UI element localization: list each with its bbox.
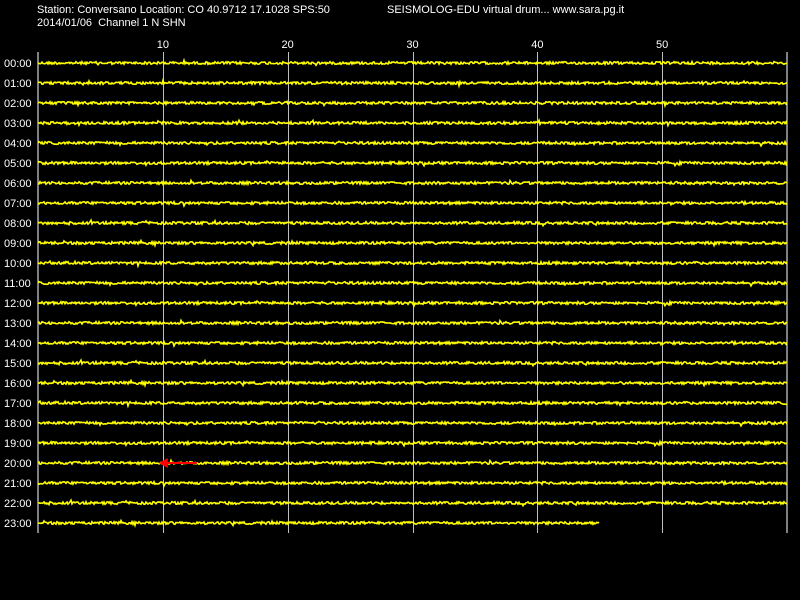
row-labels: 00:00 01:00 02:00 03:00 04:00 05:00 06:00 07:00… [4, 58, 32, 530]
row-label-1900: 19:00 [4, 438, 32, 450]
trace-2200 [37, 498, 788, 508]
row-label-1000: 10:00 [4, 258, 32, 270]
event-marker [158, 458, 197, 468]
row-label-1600: 16:00 [4, 378, 32, 390]
trace-1100 [37, 279, 788, 288]
trace-0700 [37, 199, 788, 208]
trace-0800 [37, 218, 788, 228]
row-label-1100: 11:00 [4, 278, 31, 290]
row-label-0100: 01:00 [4, 78, 32, 90]
trace-1900 [37, 439, 788, 448]
row-label-0800: 08:00 [4, 218, 32, 230]
x-tick-label-50: 50 [656, 39, 668, 51]
trace-0300 [37, 118, 788, 128]
row-label-1300: 13:00 [4, 318, 32, 330]
row-label-0500: 05:00 [4, 158, 32, 170]
row-label-0600: 06:00 [4, 178, 32, 190]
drum-title: SEISMOLOG-EDU virtual drum... www.sara.p… [387, 4, 625, 16]
trace-1500 [37, 358, 788, 368]
trace-1200 [37, 299, 788, 308]
trace-0600 [37, 178, 788, 187]
trace-1700 [37, 399, 788, 409]
trace-1000 [37, 259, 788, 269]
row-label-2100: 21:00 [4, 478, 32, 490]
row-label-1800: 18:00 [4, 418, 32, 430]
trace-0900 [37, 238, 788, 249]
row-label-0000: 00:00 [4, 58, 32, 70]
trace-1300 [37, 318, 788, 327]
trace-1400 [37, 339, 788, 348]
row-label-0900: 09:00 [4, 238, 32, 250]
row-label-1200: 12:00 [4, 298, 32, 310]
station-info: Station: Conversano Location: CO 40.9712… [37, 4, 330, 16]
trace-1800 [37, 419, 788, 428]
trace-0500 [37, 159, 788, 168]
date-channel-info: 2014/01/06 Channel 1 N SHN [37, 17, 186, 29]
row-label-0200: 02:00 [4, 98, 32, 110]
trace-2300 [37, 518, 600, 529]
x-tick-label-10: 10 [157, 39, 169, 51]
trace-0000 [37, 57, 788, 67]
row-label-2300: 23:00 [4, 518, 32, 530]
x-tick-label-40: 40 [531, 39, 543, 51]
trace-0100 [37, 77, 788, 89]
row-label-0400: 04:00 [4, 138, 32, 150]
trace-0400 [37, 139, 788, 148]
trace-1600 [37, 378, 788, 389]
x-tick-label-30: 30 [406, 39, 418, 51]
row-label-0700: 07:00 [4, 198, 32, 210]
row-label-1500: 15:00 [4, 358, 32, 370]
trace-2000 [37, 458, 788, 467]
traces [37, 57, 788, 529]
row-label-2000: 20:00 [4, 458, 32, 470]
row-label-1400: 14:00 [4, 338, 32, 350]
row-label-0300: 03:00 [4, 118, 32, 130]
x-tick-labels: 10 20 30 40 50 [157, 39, 669, 51]
trace-0200 [37, 99, 788, 109]
marker-arrow-icon [158, 458, 168, 468]
row-label-2200: 22:00 [4, 498, 32, 510]
row-label-1700: 17:00 [4, 398, 32, 410]
x-tick-label-20: 20 [282, 39, 294, 51]
trace-2100 [37, 479, 788, 488]
grid [37, 52, 788, 533]
